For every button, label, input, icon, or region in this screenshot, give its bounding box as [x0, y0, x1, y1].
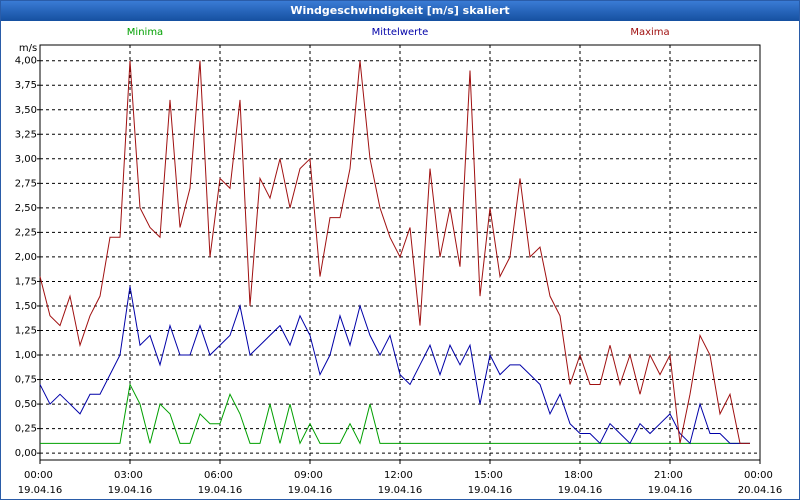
- x-tick-label: 18:00 19.04.16: [558, 470, 603, 496]
- y-axis-label: m/s: [19, 43, 37, 54]
- y-tick-label: 0,50: [15, 399, 37, 410]
- y-tick-label: 3,75: [15, 80, 37, 91]
- y-tick-label: 2,00: [15, 252, 37, 263]
- series-line: [40, 382, 750, 445]
- y-tick-label: 0,75: [15, 375, 37, 386]
- series-line: [39, 60, 750, 444]
- x-tick-label: 21:00 19.04.16: [648, 470, 693, 496]
- y-tick-label: 2,25: [15, 227, 37, 238]
- legend-entry: Mittelwerte: [372, 27, 429, 38]
- chart-title: Windgeschwindigkeit [m/s] skaliert: [290, 4, 509, 17]
- x-tick-label: 12:00 19.04.16: [378, 470, 423, 496]
- legend-entry: Minima: [127, 27, 163, 38]
- x-tick-label: 06:00 19.04.16: [198, 470, 243, 496]
- title-bar: [1, 1, 799, 21]
- y-tick-label: 2,75: [15, 178, 37, 189]
- y-tick-label: 3,50: [15, 105, 37, 116]
- y-tick-label: 1,50: [15, 301, 37, 312]
- y-tick-label: 3,00: [15, 154, 37, 165]
- x-tick-label: 03:00 19.04.16: [108, 470, 153, 496]
- y-tick-label: 3,25: [15, 129, 37, 140]
- x-tick-label: 00:00 20.04.16: [738, 470, 783, 496]
- x-tick-label: 00:00 19.04.16: [18, 470, 63, 496]
- y-tick-label: 1,00: [15, 350, 37, 361]
- series-line: [39, 286, 750, 445]
- x-tick-label: 15:00 19.04.16: [468, 470, 513, 496]
- y-tick-label: 1,25: [15, 325, 37, 336]
- plot-area: [39, 44, 761, 461]
- x-tick-label: 09:00 19.04.16: [288, 470, 333, 496]
- y-tick-label: 0,00: [15, 448, 37, 459]
- y-tick-label: 1,75: [15, 276, 37, 287]
- y-tick-label: 4,00: [15, 56, 37, 67]
- y-tick-label: 0,25: [15, 424, 37, 435]
- legend-entry: Maxima: [630, 27, 669, 38]
- y-tick-label: 2,50: [15, 203, 37, 214]
